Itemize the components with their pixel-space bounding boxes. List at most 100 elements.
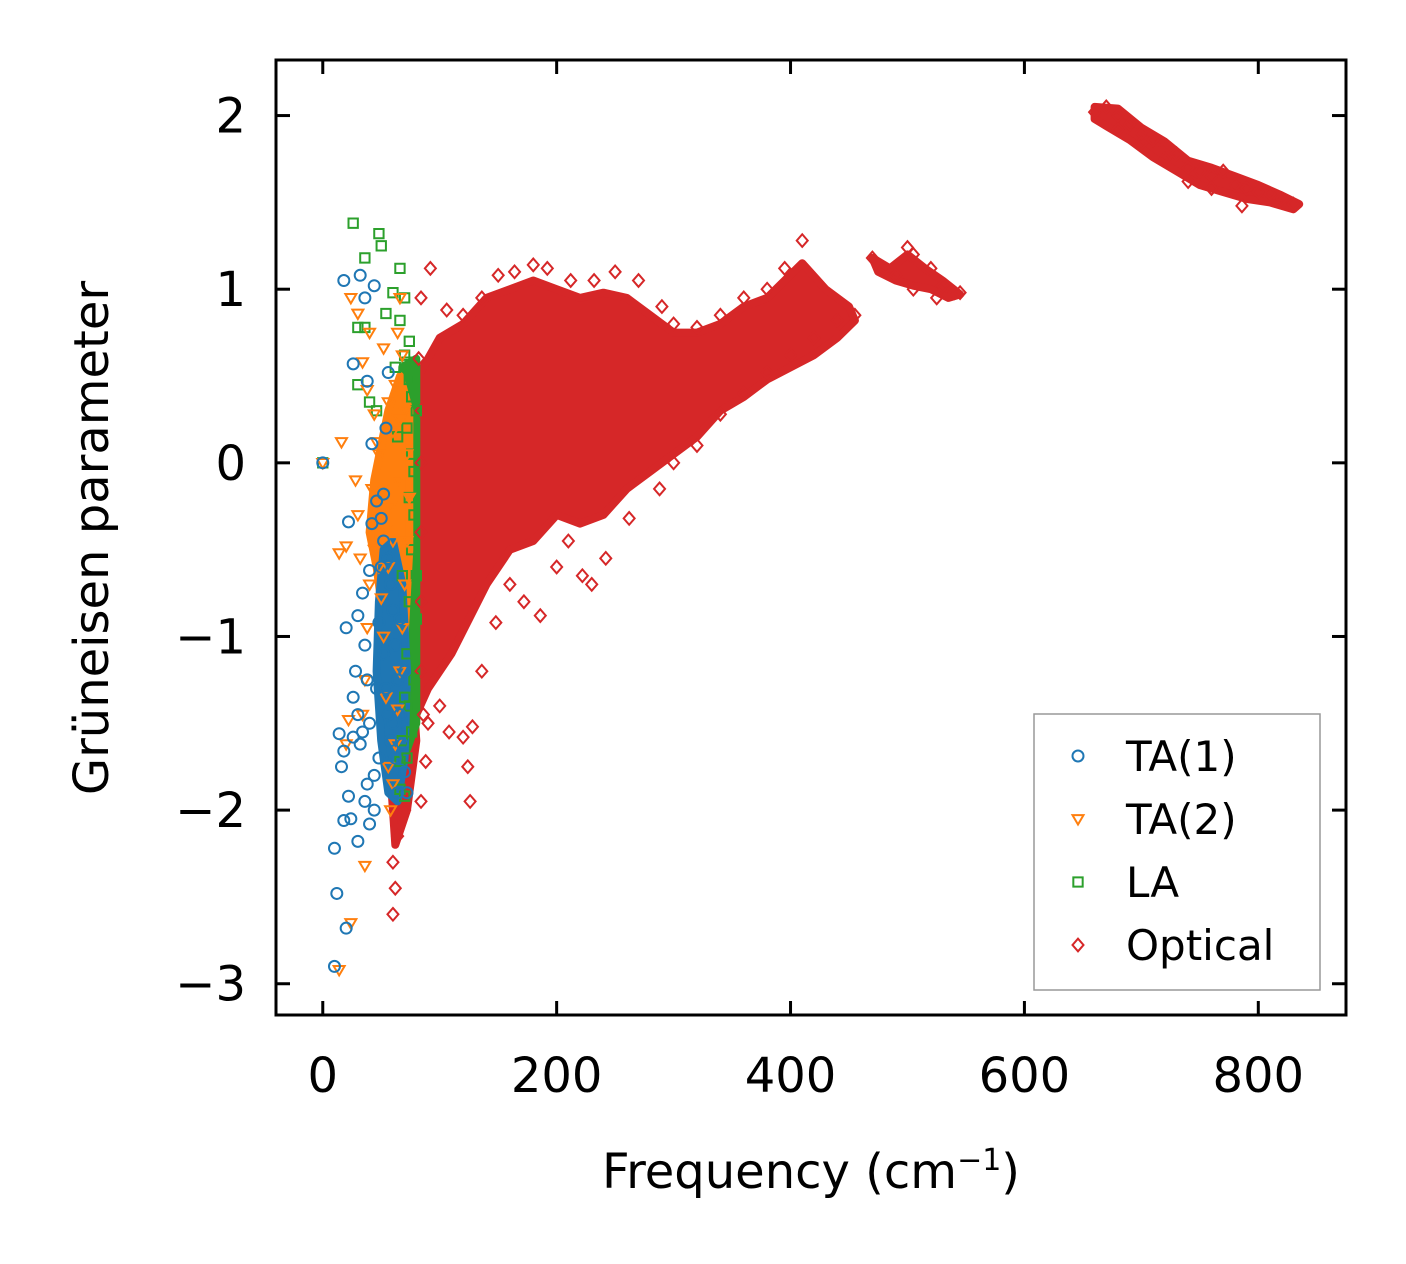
- data-point-ta2-5: [341, 714, 356, 728]
- data-point-la-30: [408, 674, 420, 686]
- data-point-optical-92: [1181, 173, 1195, 190]
- data-point-optical-50: [491, 267, 506, 284]
- data-point-la-5: [394, 262, 406, 275]
- data-point-optical-72: [929, 290, 944, 306]
- data-point-optical-95: [1134, 135, 1149, 152]
- data-point-optical-12: [460, 758, 475, 775]
- data-point-optical-30: [760, 364, 774, 381]
- data-point-optical-25: [652, 481, 667, 497]
- data-point-optical-54: [423, 260, 438, 277]
- data-point-ta1-61: [346, 690, 360, 704]
- data-point-optical-18: [533, 607, 548, 624]
- data-point-ta1-44: [400, 786, 414, 800]
- data-point-ta1-39: [388, 638, 402, 652]
- data-point-ta1-36: [381, 551, 395, 565]
- data-point-optical-1: [388, 880, 403, 897]
- data-point-optical-51: [474, 290, 489, 306]
- data-point-optical-81: [1169, 145, 1184, 162]
- data-point-optical-61: [414, 663, 428, 680]
- data-point-optical-36: [777, 260, 792, 277]
- data-point-optical-6: [418, 753, 433, 770]
- data-point-la-17: [401, 422, 413, 434]
- axes-frame: [274, 58, 1348, 1017]
- y-tick-label: 2: [215, 89, 246, 145]
- data-point-ta2-36: [385, 779, 401, 792]
- data-point-optical-85: [1216, 163, 1231, 179]
- data-point-la-29: [410, 613, 423, 625]
- data-point-optical-35: [795, 232, 810, 249]
- data-point-la-41: [403, 335, 415, 347]
- data-point-optical-39: [713, 307, 728, 324]
- data-point-ta2-27: [397, 405, 412, 419]
- data-point-optical-88: [1251, 184, 1266, 200]
- data-point-optical-91: [1286, 196, 1301, 212]
- data-point-ta1-10: [339, 621, 353, 635]
- data-point-optical-0: [386, 906, 400, 923]
- data-point-ta2-41: [373, 593, 389, 606]
- data-point-ta1-11: [342, 515, 356, 529]
- legend-marker: [1071, 937, 1085, 953]
- data-point-ta1-65: [393, 612, 407, 626]
- data-point-ta2-17: [362, 327, 377, 341]
- data-point-ta2-48: [350, 510, 366, 523]
- data-point-ta1-30: [358, 291, 372, 305]
- data-point-optical-44: [608, 263, 622, 280]
- data-point-ta2-7: [338, 541, 354, 554]
- data-point-optical-8: [432, 698, 447, 714]
- data-point-ta2-31: [397, 579, 412, 592]
- data-point-optical-49: [507, 263, 522, 280]
- data-point-optical-65: [888, 267, 903, 284]
- data-point-ta2-43: [366, 544, 382, 558]
- data-point-optical-94: [1235, 198, 1249, 214]
- data-point-ta1-57: [356, 586, 370, 600]
- ticks-layer: 0 200 400 600 800 −3 −2 −1 0 1 2: [175, 60, 1346, 1104]
- data-point-ta2-3: [357, 860, 373, 874]
- x-axis-title: Frequency (cm−1): [602, 1143, 1020, 1200]
- data-point-la-10: [359, 321, 371, 334]
- data-point-ta2-21: [383, 501, 398, 514]
- data-point-optical-2: [386, 854, 400, 871]
- data-point-ta2-14: [371, 449, 387, 462]
- data-point-ta1-13: [346, 357, 360, 371]
- data-point-ta1-66: [398, 664, 412, 678]
- data-point-ta2-15: [373, 484, 389, 497]
- data-point-ta1-21: [363, 817, 377, 831]
- data-point-ta1-64: [377, 534, 391, 548]
- data-point-ta2-26: [395, 350, 410, 363]
- data-point-optical-34: [848, 307, 862, 324]
- data-point-ta1-43: [398, 765, 412, 779]
- data-point-optical-90: [1274, 191, 1289, 207]
- data-point-ta1-52: [372, 751, 386, 765]
- data-point-optical-93: [1204, 180, 1219, 197]
- data-point-ta2-53: [385, 536, 401, 549]
- data-point-la-26: [394, 783, 406, 795]
- data-point-optical-16: [503, 576, 517, 593]
- data-point-la-11: [394, 314, 406, 327]
- data-point-optical-33: [830, 312, 845, 329]
- data-point-la-8: [380, 307, 392, 320]
- y-tick-label: 1: [215, 262, 246, 318]
- legend-item: TA(1): [1071, 732, 1237, 781]
- data-point-la-37: [408, 465, 420, 478]
- series-ta1: [316, 268, 414, 973]
- data-point-la-4: [375, 240, 387, 252]
- data-point-la-36: [405, 391, 418, 403]
- data-point-la-32: [398, 691, 411, 703]
- data-point-ta2-50: [348, 475, 363, 488]
- markers-layer: [315, 99, 1301, 978]
- data-point-ta2-44: [362, 579, 377, 592]
- data-point-optical-21: [575, 567, 590, 584]
- data-point-la-24: [401, 752, 413, 764]
- data-point-ta1-50: [381, 708, 395, 722]
- data-point-ta1-0: [316, 456, 330, 470]
- data-point-optical-60: [414, 593, 428, 610]
- data-point-ta2-52: [381, 397, 396, 410]
- data-point-optical-41: [666, 316, 681, 332]
- data-point-optical-43: [631, 272, 646, 289]
- data-point-optical-77: [1122, 116, 1137, 133]
- data-point-la-21: [403, 596, 415, 608]
- data-point-ta2-23: [388, 379, 403, 393]
- legend-item: LA: [1072, 858, 1179, 907]
- data-point-ta1-31: [346, 730, 360, 744]
